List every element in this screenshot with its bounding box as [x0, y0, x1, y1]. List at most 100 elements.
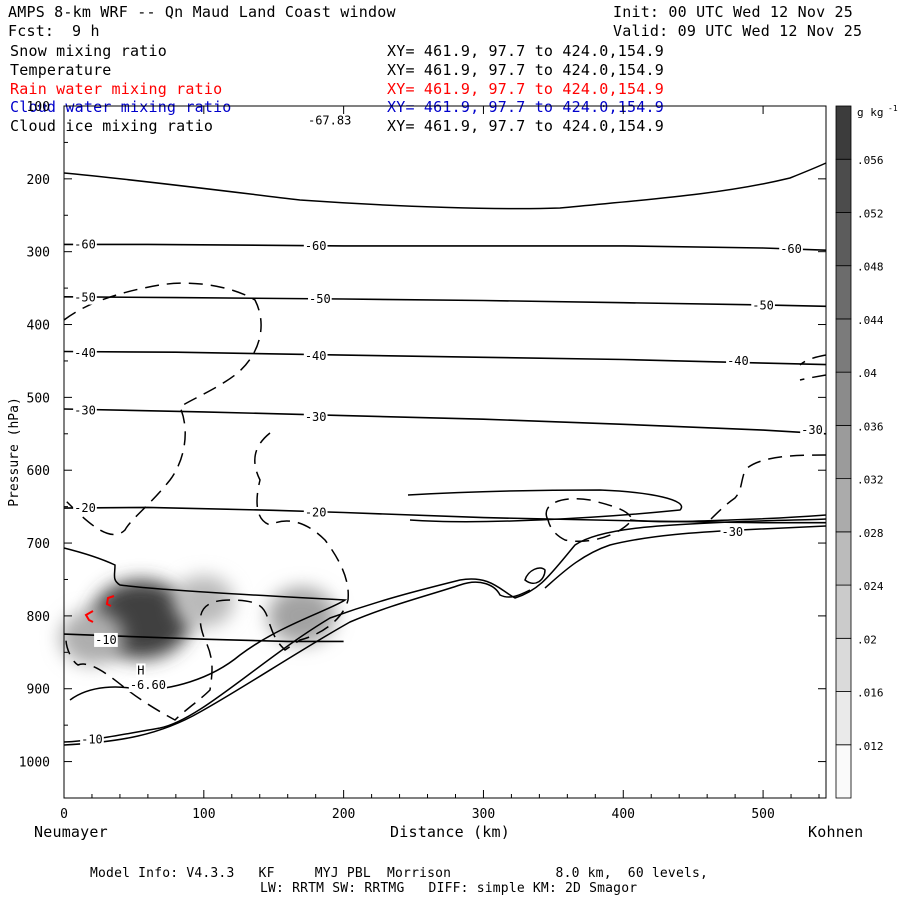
forecast-label: Fcst: — [8, 22, 55, 40]
figure-title: AMPS 8-km WRF -- Qn Maud Land Coast wind… — [8, 3, 396, 21]
field-xy-cloud-ice: XY= 461.9, 97.7 to 424.0,154.9 — [387, 117, 664, 135]
contour-label: -50 — [309, 292, 331, 306]
contour-label: H — [137, 664, 144, 678]
init-time: Init: 00 UTC Wed 12 Nov 25 — [613, 3, 853, 21]
contour-label-background — [303, 410, 328, 425]
temperature-contour — [63, 408, 827, 435]
contour-label: -10 — [95, 633, 117, 647]
x-tick-label: 100 — [192, 807, 215, 822]
x-tick-label: 300 — [472, 807, 495, 822]
colorbar-segment — [835, 318, 852, 373]
colorbar-tick-label: .028 — [857, 527, 884, 540]
model-info-line1: Model Info: V4.3.3 KF MYJ PBL Morrison 8… — [90, 866, 709, 881]
temperature-contour-closed — [407, 489, 683, 523]
colorbar-tick-label: .012 — [857, 740, 884, 753]
contour-label: -40 — [74, 346, 96, 360]
colorbar-segment — [835, 424, 852, 480]
field-xy-cloud-water: XY= 461.9, 97.7 to 424.0,154.9 — [387, 98, 664, 116]
contour-label: -40 — [305, 349, 327, 363]
field-name-cloud-ice: Cloud ice mixing ratio — [10, 117, 214, 135]
field-xy-snow: XY= 461.9, 97.7 to 424.0,154.9 — [387, 42, 664, 60]
temperature-contour-closed — [63, 162, 827, 210]
contour-label-background — [751, 298, 775, 313]
colorbar-unit-exponent: -1 — [888, 104, 898, 113]
colorbar-segment — [835, 265, 852, 320]
cloud-ice-contour — [63, 282, 262, 536]
contour-label-background — [720, 525, 745, 540]
contour-label-background — [80, 732, 104, 747]
contour-label-background — [94, 632, 118, 647]
contour-label-background — [73, 290, 97, 305]
field-xy-temperature: XY= 461.9, 97.7 to 424.0,154.9 — [387, 61, 664, 79]
colorbar-tick-label: .048 — [857, 261, 884, 274]
y-axis-title: Pressure (hPa) — [7, 397, 22, 507]
x-axis-title: Distance (km) — [390, 823, 510, 841]
colorbar-segment — [835, 371, 852, 426]
contour-label: -50 — [74, 291, 96, 305]
colorbar-segment — [835, 212, 852, 267]
y-tick-label: 700 — [27, 537, 50, 552]
y-tick-label: 1000 — [19, 756, 50, 771]
contour-label: -30 — [305, 410, 327, 424]
colorbar-tick-label: .056 — [857, 154, 884, 167]
cloud-ice-contour — [65, 432, 349, 721]
contour-label-background — [136, 663, 146, 678]
contour-label-background — [306, 113, 353, 128]
contour-label: -67.83 — [308, 114, 351, 128]
contour-label-background — [308, 292, 332, 307]
contour-label-background — [73, 403, 97, 418]
colorbar-segment — [835, 478, 852, 533]
y-tick-label: 100 — [27, 100, 50, 115]
y-tick-label: 600 — [27, 464, 50, 479]
colorbar-segment — [835, 105, 852, 160]
temperature-contour-closed — [63, 518, 827, 743]
contour-label: -20 — [305, 505, 327, 519]
terrain-boundary — [63, 581, 531, 746]
temperature-contour — [63, 506, 826, 524]
rain-water-contour — [84, 610, 94, 623]
colorbar-tick-label: .024 — [857, 580, 884, 593]
plot-frame — [63, 105, 827, 799]
colorbar-tick-label: .036 — [857, 420, 884, 433]
contour-label: -50 — [752, 299, 774, 313]
contour-label-background — [303, 348, 328, 363]
cloud-ice-contour — [545, 498, 633, 542]
contour-label-background — [303, 505, 328, 520]
temperature-contour — [63, 296, 827, 308]
field-name-snow: Snow mixing ratio — [10, 42, 167, 60]
snow-shading-blob — [173, 575, 234, 627]
x-end-label: Kohnen — [808, 823, 864, 841]
model-info-line2: LW: RRTM SW: RRTMG DIFF: simple KM: 2D S… — [260, 881, 638, 896]
cloud-ice-contour — [709, 454, 827, 521]
cloud-ice-contour — [799, 374, 827, 381]
x-start-label: Neumayer — [34, 823, 108, 841]
temperature-contour-closed — [544, 525, 827, 589]
rain-water-contour — [105, 595, 115, 607]
forecast-hour: 9 h — [72, 22, 100, 40]
contour-label-background — [800, 423, 824, 438]
contour-label: -40 — [727, 354, 749, 368]
contour-label-background — [73, 501, 97, 516]
contour-label: -60 — [74, 237, 96, 251]
colorbar-segment — [835, 691, 852, 746]
contour-label-background — [779, 241, 803, 256]
y-tick-label: 500 — [27, 391, 50, 406]
temperature-contour-closed — [524, 567, 546, 584]
x-tick-label: 500 — [751, 807, 774, 822]
temperature-contour — [64, 243, 827, 251]
y-tick-label: 900 — [27, 683, 50, 698]
contour-label: -60 — [780, 242, 802, 256]
contour-label-background — [73, 345, 97, 360]
colorbar-tick-label: .02 — [857, 633, 877, 646]
colorbar-segment — [835, 584, 852, 639]
field-name-rain: Rain water mixing ratio — [10, 80, 223, 98]
contour-label: -60 — [305, 239, 327, 253]
colorbar-unit: g kg — [857, 106, 884, 119]
colorbar-tick-label: .032 — [857, 474, 884, 487]
temperature-contour-closed — [629, 514, 827, 523]
contour-label: -30 — [801, 423, 823, 437]
x-tick-label: 0 — [60, 807, 68, 822]
colorbar-segment — [835, 744, 852, 799]
